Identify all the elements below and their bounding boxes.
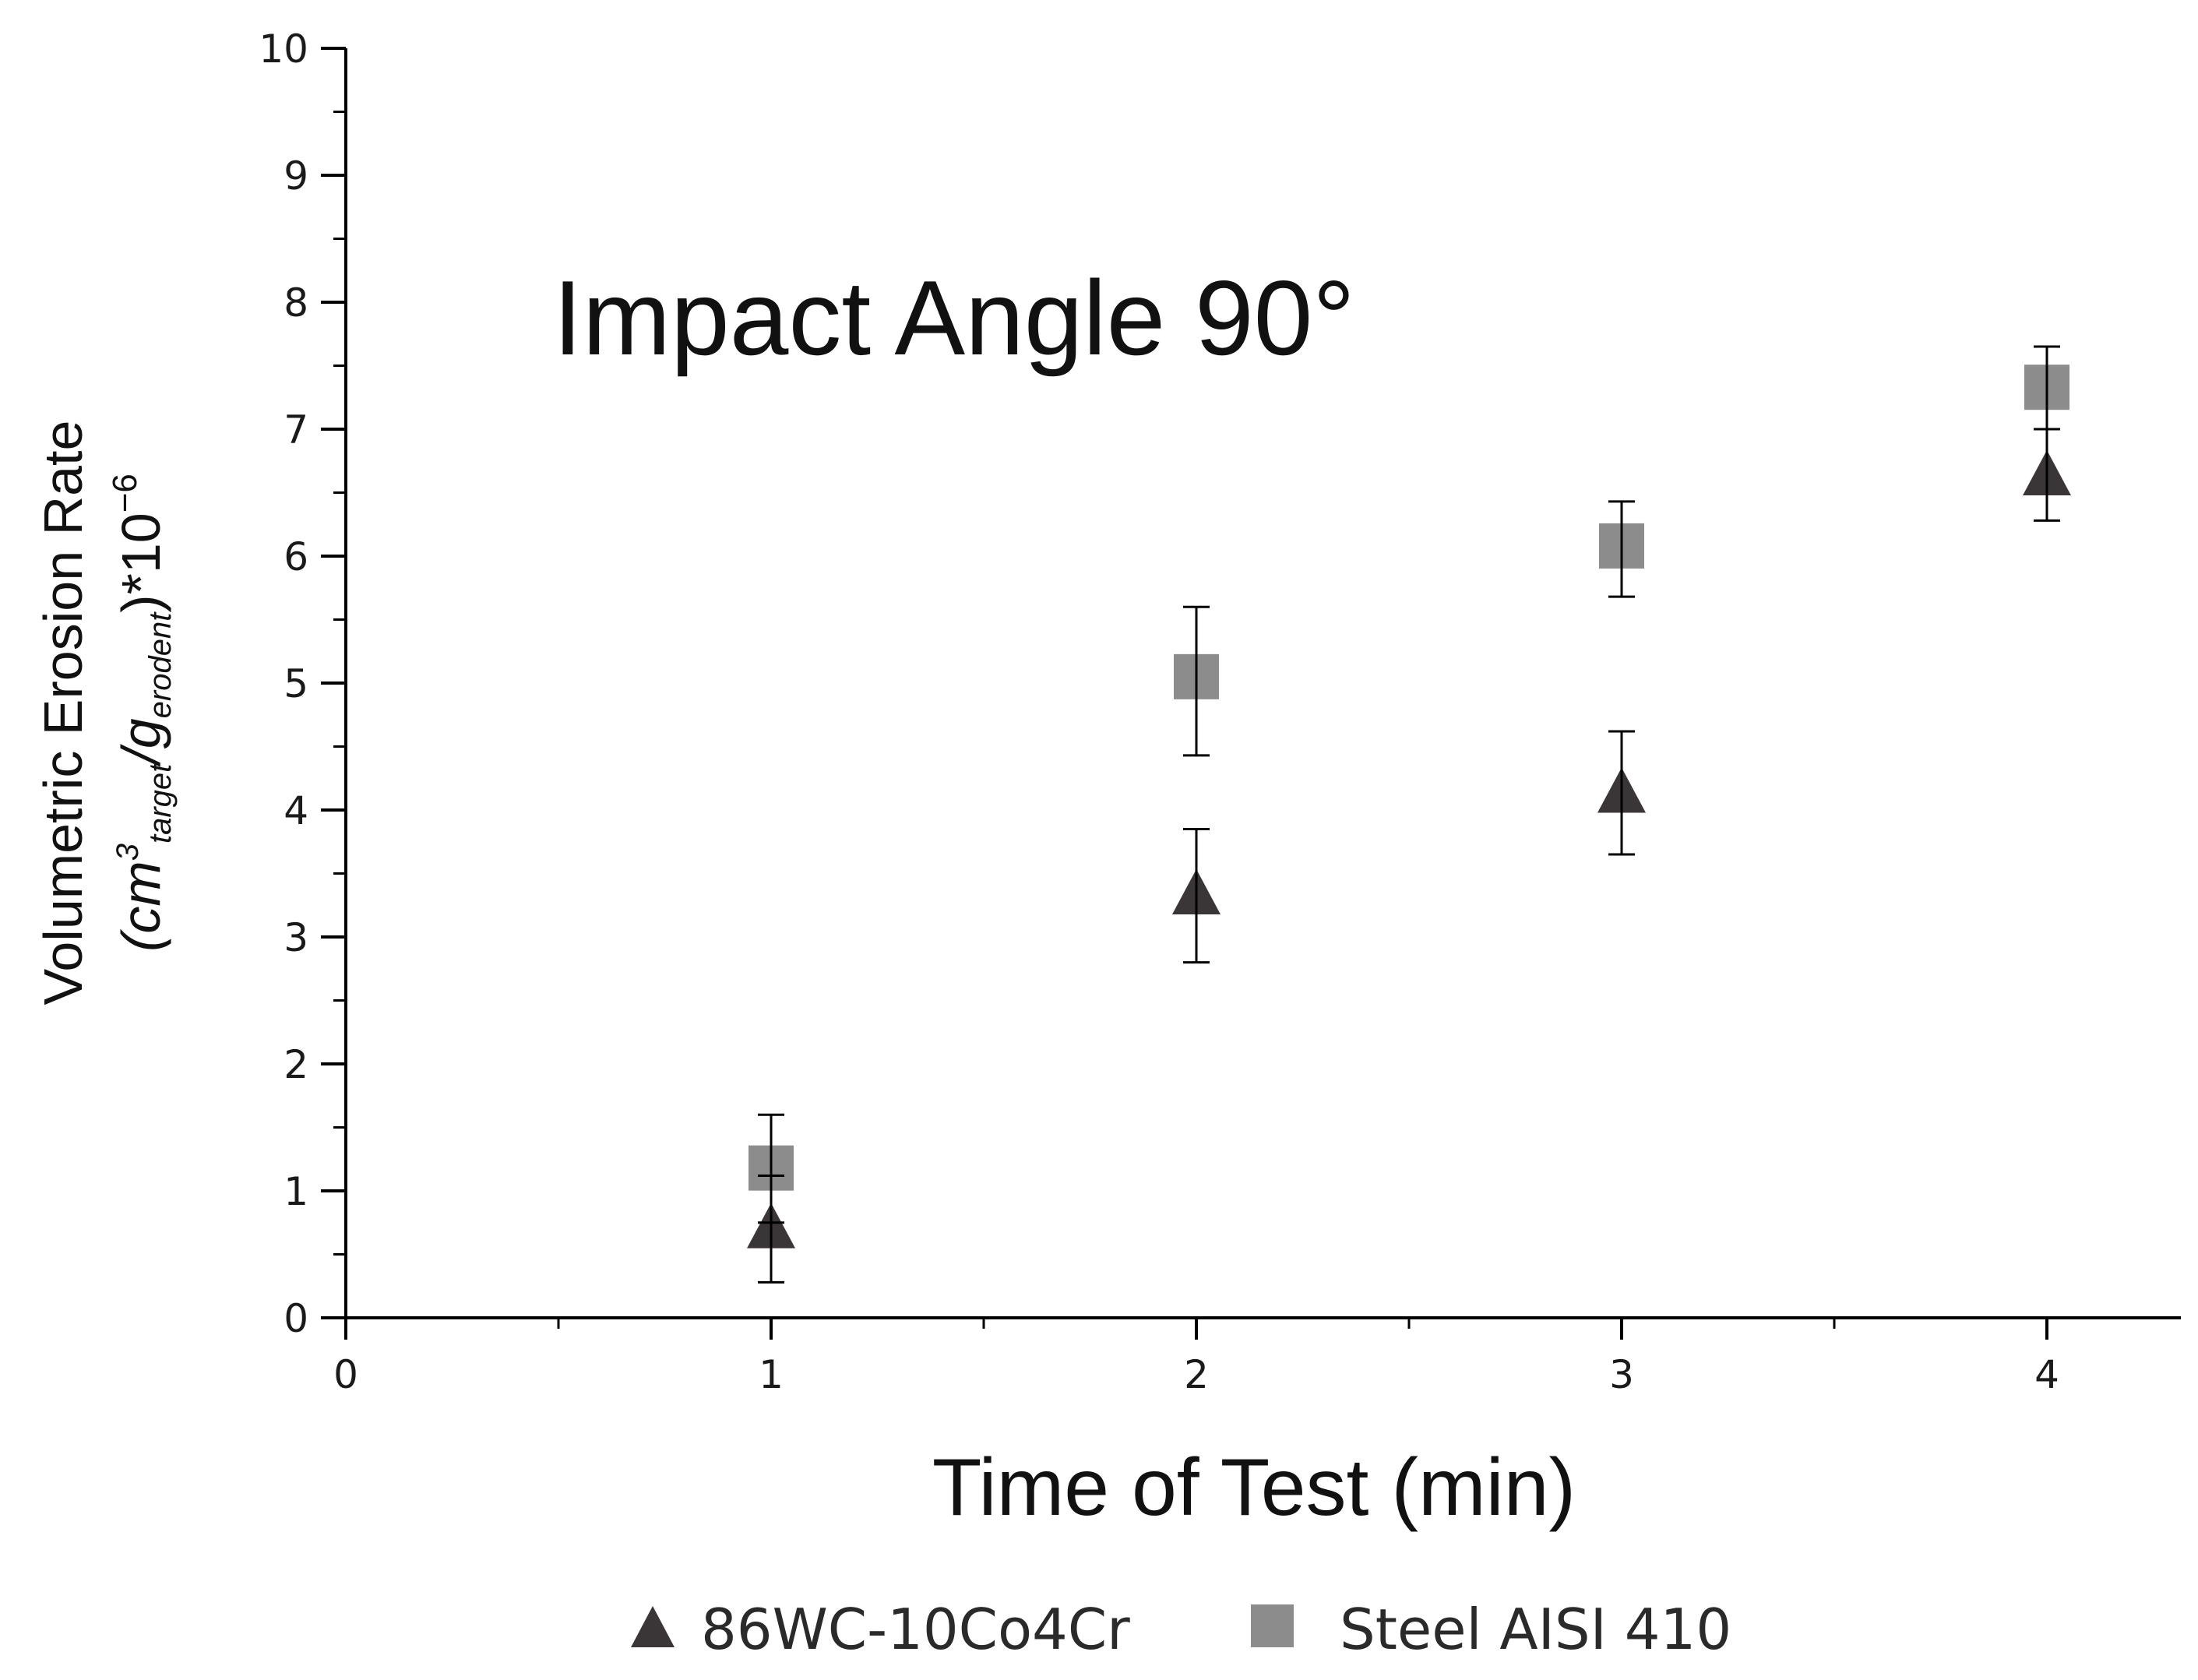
x-tick-label: 3 xyxy=(1609,1352,1634,1397)
y-tick-label: 4 xyxy=(284,788,308,833)
data-markers xyxy=(747,345,2071,1284)
legend-label-wc: 86WC-10Co4Cr xyxy=(701,1597,1130,1662)
y-tick-label: 2 xyxy=(284,1042,308,1087)
y-tick-label: 7 xyxy=(284,407,308,453)
y-axis-label-close: )*10 xyxy=(111,512,171,612)
x-axis-label: Time of Test (min) xyxy=(932,1442,1576,1533)
y-axis-label: Volumetric Erosion Rate (cm3target/gerod… xyxy=(33,421,178,1006)
y-tick-label: 3 xyxy=(284,915,308,960)
legend-square-icon xyxy=(1251,1604,1294,1647)
axis-ticks: 0 1 2 3 4 5 6 7 8 9 10 0 1 2 3 4 xyxy=(259,26,2059,1397)
y-axis-label-sup: 3 xyxy=(111,844,145,861)
y-tick-label: 1 xyxy=(284,1169,308,1214)
y-tick-label: 10 xyxy=(259,26,308,72)
axes xyxy=(344,48,2181,1319)
y-axis-label-line1: Volumetric Erosion Rate xyxy=(33,421,93,1006)
y-tick-label: 8 xyxy=(284,280,308,326)
chart-annotation: Impact Angle 90° xyxy=(553,259,1355,377)
y-tick-label: 5 xyxy=(284,661,308,706)
y-tick-label: 6 xyxy=(284,534,308,579)
y-axis-label-exp: −6 xyxy=(106,474,144,512)
y-tick-label: 9 xyxy=(284,153,308,199)
y-axis-label-slash: /g xyxy=(111,718,171,766)
y-axis-label-sub-erodent: erodent xyxy=(143,611,178,719)
y-axis-label-open: (cm xyxy=(111,861,171,952)
legend: 86WC-10Co4Cr Steel AISI 410 xyxy=(631,1597,1731,1662)
x-tick-label: 0 xyxy=(333,1352,358,1397)
x-tick-label: 2 xyxy=(1184,1352,1209,1397)
x-tick-label: 1 xyxy=(759,1352,784,1397)
y-axis-label-sub-target: target xyxy=(143,763,178,844)
y-axis-label-line2: (cm3target/gerodent)*10−6 xyxy=(106,474,178,952)
x-tick-label: 4 xyxy=(2034,1352,2059,1397)
y-tick-label: 0 xyxy=(284,1296,308,1341)
legend-label-steel: Steel AISI 410 xyxy=(1340,1597,1731,1662)
legend-triangle-icon xyxy=(631,1606,675,1647)
